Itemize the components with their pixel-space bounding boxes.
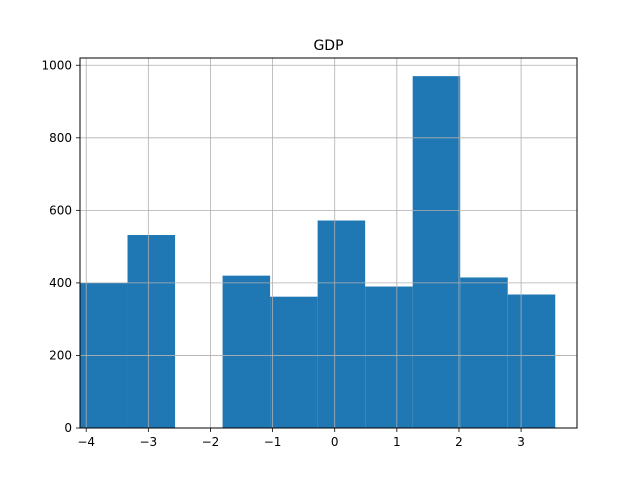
x-tick-label: 2 [455, 435, 463, 449]
y-tick-label: 600 [49, 203, 72, 217]
axes-frame [79, 57, 578, 429]
histogram-bar [507, 294, 556, 428]
x-tick-label: −3 [139, 435, 157, 449]
histogram-bar [317, 220, 366, 428]
x-axis: −4 −3 −2 −1 0 1 2 3 [77, 428, 525, 449]
bars-group [80, 76, 556, 428]
y-tick-label: 800 [49, 131, 72, 145]
x-tick-label: 0 [331, 435, 339, 449]
x-tick-label: 3 [517, 435, 525, 449]
histogram-bar [270, 296, 318, 428]
y-tick-label: 400 [49, 276, 72, 290]
chart-title: GDP [313, 38, 343, 54]
y-axis: 0 200 400 600 800 1000 [41, 58, 80, 435]
x-tick-label: −2 [202, 435, 220, 449]
y-tick-label: 200 [49, 348, 72, 362]
y-tick-label: 1000 [41, 58, 72, 72]
y-tick-label: 0 [64, 421, 72, 435]
x-tick-label: −1 [264, 435, 282, 449]
histogram-bar [460, 277, 508, 428]
histogram-bar [365, 286, 413, 428]
x-tick-label: 1 [393, 435, 401, 449]
histogram-bar [222, 275, 271, 428]
x-tick-label: −4 [77, 435, 95, 449]
histogram-bar [412, 76, 461, 428]
histogram-bar [127, 235, 176, 428]
